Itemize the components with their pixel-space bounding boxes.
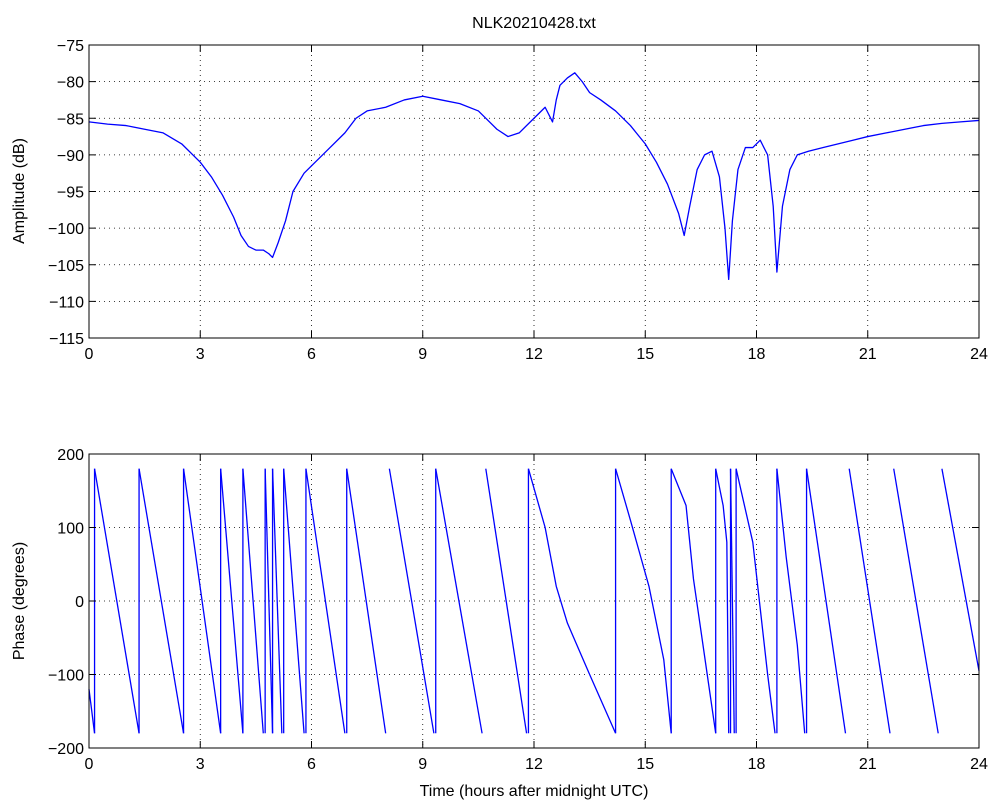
phase-x-axis-label: Time (hours after midnight UTC) bbox=[420, 783, 649, 800]
y-tick-label: −90 bbox=[57, 148, 84, 165]
y-tick-label: 0 bbox=[75, 594, 84, 611]
phase-series-segment bbox=[941, 468, 980, 671]
phase-series-segment bbox=[893, 468, 939, 734]
phase-series-segment bbox=[388, 468, 435, 734]
y-tick-label: 100 bbox=[57, 521, 84, 538]
phase-series-segment bbox=[242, 468, 264, 734]
x-tick-label: 3 bbox=[196, 346, 205, 363]
phase-series-segment bbox=[776, 468, 806, 734]
amplitude-y-axis-label: Amplitude (dB) bbox=[11, 138, 28, 244]
y-tick-label: −110 bbox=[49, 294, 84, 311]
y-tick-label: −100 bbox=[48, 221, 84, 238]
y-tick-label: −95 bbox=[57, 185, 84, 202]
y-tick-label: −105 bbox=[48, 258, 84, 275]
phase-y-axis-label: Phase (degrees) bbox=[11, 542, 28, 660]
phase-series-segment bbox=[435, 468, 483, 734]
phase-series-segment bbox=[88, 689, 96, 734]
x-tick-label: 15 bbox=[636, 346, 654, 363]
x-tick-label: 0 bbox=[85, 346, 94, 363]
y-tick-label: −200 bbox=[48, 741, 84, 758]
x-tick-label: 6 bbox=[307, 756, 316, 773]
phase-series-segment bbox=[220, 468, 244, 734]
phase-series-segment bbox=[735, 468, 776, 734]
phase-series-segment bbox=[614, 468, 672, 734]
x-tick-label: 9 bbox=[418, 756, 427, 773]
phase-series-segment bbox=[182, 468, 222, 734]
x-tick-label: 24 bbox=[970, 756, 988, 773]
x-tick-label: 18 bbox=[748, 756, 766, 773]
phase-series-segment bbox=[485, 468, 528, 734]
phase-series-segment bbox=[670, 468, 717, 734]
phase-series-segment bbox=[805, 468, 847, 734]
phase-series-segment bbox=[283, 468, 305, 734]
phase-series-segment bbox=[305, 468, 346, 734]
x-tick-label: 12 bbox=[525, 756, 543, 773]
phase-panel: 0 3 6 9 12 15 18 21 24 200 100 0 −100 −200 Phase (de… bbox=[11, 447, 988, 800]
phase-series-segment bbox=[264, 468, 274, 734]
x-tick-label: 9 bbox=[418, 346, 427, 363]
x-tick-label: 24 bbox=[970, 346, 988, 363]
amplitude-panel: 0 3 6 9 12 15 18 21 24 −75 −80 −85 −90 −95 −100 −105 −1… bbox=[11, 38, 988, 363]
y-tick-label: −85 bbox=[57, 111, 84, 128]
phase-series-segment bbox=[271, 468, 283, 734]
y-tick-label: −75 bbox=[57, 38, 84, 55]
x-tick-label: 15 bbox=[636, 756, 654, 773]
x-tick-label: 12 bbox=[525, 346, 543, 363]
phase-series-segment bbox=[346, 468, 387, 734]
y-tick-label: −80 bbox=[57, 75, 84, 92]
phase-series-segment bbox=[715, 468, 730, 734]
amplitude-series-line bbox=[88, 72, 980, 281]
y-tick-label: 200 bbox=[57, 447, 84, 464]
phase-series-segment bbox=[93, 468, 140, 734]
x-tick-label: 6 bbox=[307, 346, 316, 363]
phase-series-segment bbox=[138, 468, 185, 734]
chart-title: NLK20210428.txt bbox=[472, 15, 596, 32]
y-tick-label: −100 bbox=[48, 668, 84, 685]
x-tick-label: 3 bbox=[196, 756, 205, 773]
x-tick-label: 21 bbox=[859, 346, 877, 363]
phase-series-segment bbox=[527, 468, 617, 734]
x-tick-label: 21 bbox=[859, 756, 877, 773]
phase-series-segment bbox=[848, 468, 891, 734]
x-tick-label: 0 bbox=[85, 756, 94, 773]
y-tick-label: −115 bbox=[49, 331, 84, 348]
x-tick-label: 18 bbox=[748, 346, 766, 363]
